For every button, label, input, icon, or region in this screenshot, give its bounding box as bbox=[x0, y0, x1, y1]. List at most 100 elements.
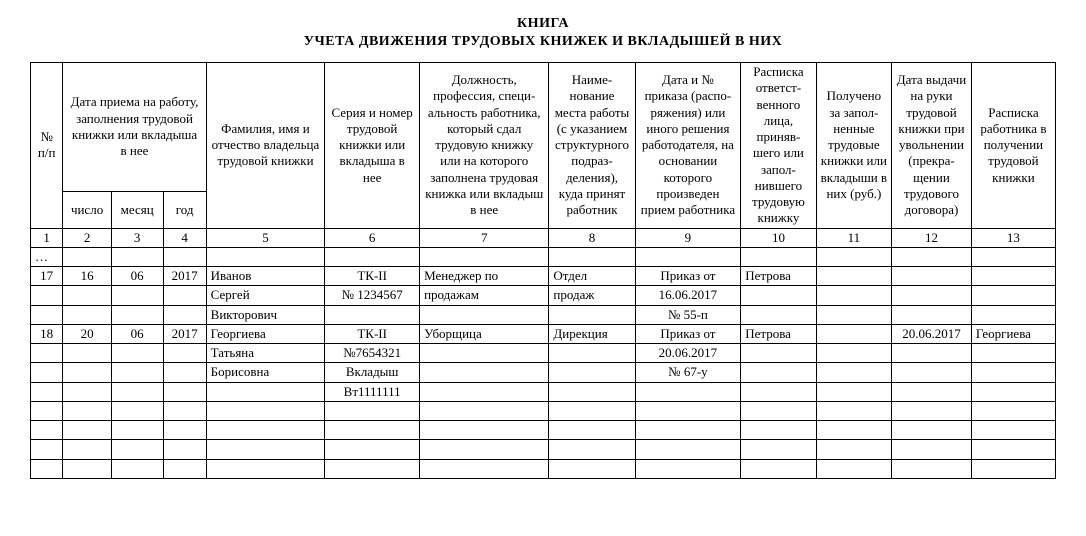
cell bbox=[31, 440, 63, 459]
header-row-1: № п/п Дата приема на работу, заполнения … bbox=[31, 63, 1056, 192]
cell bbox=[741, 382, 816, 401]
cell bbox=[420, 305, 549, 324]
col-subheader-day: число bbox=[63, 191, 111, 228]
cell bbox=[892, 344, 972, 363]
cell: Иванов bbox=[206, 267, 325, 286]
cell bbox=[549, 459, 635, 478]
cell bbox=[31, 401, 63, 420]
colnum: 1 bbox=[31, 228, 63, 247]
col-header-issue-date: Дата выдачи на руки трудовой книжки при … bbox=[892, 63, 972, 229]
cell bbox=[816, 305, 891, 324]
table-row: 17 16 06 2017 Иванов ТК-II Менеджер по О… bbox=[31, 267, 1056, 286]
colnum: 2 bbox=[63, 228, 111, 247]
cell bbox=[63, 421, 111, 440]
cell: Дирекция bbox=[549, 324, 635, 343]
cell: № 67-у bbox=[635, 363, 741, 382]
cell bbox=[63, 440, 111, 459]
cell bbox=[63, 286, 111, 305]
cell bbox=[741, 247, 816, 266]
cell: Сергей bbox=[206, 286, 325, 305]
colnum: 7 bbox=[420, 228, 549, 247]
table-row bbox=[31, 401, 1056, 420]
cell: Менеджер по bbox=[420, 267, 549, 286]
cell: продажам bbox=[420, 286, 549, 305]
cell bbox=[892, 305, 972, 324]
doc-title-1: КНИГА bbox=[30, 16, 1056, 32]
cell: Викторович bbox=[206, 305, 325, 324]
colnum: 13 bbox=[971, 228, 1055, 247]
cell bbox=[892, 363, 972, 382]
cell bbox=[971, 459, 1055, 478]
table-body: … 17 16 06 2017 Иванов ТК-II Менеджер по… bbox=[31, 247, 1056, 478]
cell bbox=[325, 459, 420, 478]
cell: № 1234567 bbox=[325, 286, 420, 305]
cell bbox=[816, 440, 891, 459]
cell bbox=[741, 440, 816, 459]
cell bbox=[163, 421, 206, 440]
cell bbox=[111, 421, 163, 440]
cell: 18 bbox=[31, 324, 63, 343]
cell bbox=[635, 459, 741, 478]
cell bbox=[420, 421, 549, 440]
cell: 06 bbox=[111, 324, 163, 343]
table-row: Вт1111111 bbox=[31, 382, 1056, 401]
col-subheader-year: год bbox=[163, 191, 206, 228]
cell bbox=[111, 286, 163, 305]
cell bbox=[111, 440, 163, 459]
cell bbox=[892, 267, 972, 286]
cell bbox=[63, 247, 111, 266]
cell bbox=[741, 344, 816, 363]
cell: Приказ от bbox=[635, 267, 741, 286]
cell bbox=[420, 440, 549, 459]
cell bbox=[325, 305, 420, 324]
cell bbox=[325, 440, 420, 459]
cell bbox=[892, 401, 972, 420]
cell bbox=[63, 401, 111, 420]
cell bbox=[816, 344, 891, 363]
cell bbox=[31, 344, 63, 363]
cell bbox=[741, 305, 816, 324]
colnum: 4 bbox=[163, 228, 206, 247]
cell bbox=[892, 421, 972, 440]
cell bbox=[971, 305, 1055, 324]
cell: 2017 bbox=[163, 324, 206, 343]
colnum: 5 bbox=[206, 228, 325, 247]
cell bbox=[206, 459, 325, 478]
cell bbox=[420, 363, 549, 382]
cell bbox=[163, 440, 206, 459]
cell bbox=[549, 401, 635, 420]
cell: Георгиева bbox=[206, 324, 325, 343]
table-row bbox=[31, 421, 1056, 440]
cell bbox=[63, 344, 111, 363]
cell bbox=[206, 421, 325, 440]
cell bbox=[111, 459, 163, 478]
workbook-register-table: № п/п Дата приема на работу, заполнения … bbox=[30, 62, 1056, 479]
col-header-sign-out: Расписка работника в полу­чении трудовой… bbox=[971, 63, 1055, 229]
cell bbox=[163, 459, 206, 478]
cell: 20.06.2017 bbox=[892, 324, 972, 343]
cell bbox=[549, 363, 635, 382]
cell bbox=[206, 382, 325, 401]
cell bbox=[111, 247, 163, 266]
cell: 17 bbox=[31, 267, 63, 286]
cell bbox=[971, 267, 1055, 286]
col-subheader-month: месяц bbox=[111, 191, 163, 228]
colnum: 12 bbox=[892, 228, 972, 247]
cell bbox=[816, 459, 891, 478]
cell: № 55-п bbox=[635, 305, 741, 324]
table-row bbox=[31, 440, 1056, 459]
cell bbox=[549, 421, 635, 440]
cell bbox=[971, 344, 1055, 363]
cell bbox=[206, 247, 325, 266]
cell: … bbox=[31, 247, 63, 266]
cell bbox=[31, 305, 63, 324]
cell bbox=[420, 247, 549, 266]
cell bbox=[971, 401, 1055, 420]
cell bbox=[971, 363, 1055, 382]
cell: 16.06.2017 bbox=[635, 286, 741, 305]
cell bbox=[741, 286, 816, 305]
col-header-serial: Серия и номер трудо­вой книжки или вкла­… bbox=[325, 63, 420, 229]
cell bbox=[635, 382, 741, 401]
cell: Георгиева bbox=[971, 324, 1055, 343]
cell bbox=[31, 459, 63, 478]
